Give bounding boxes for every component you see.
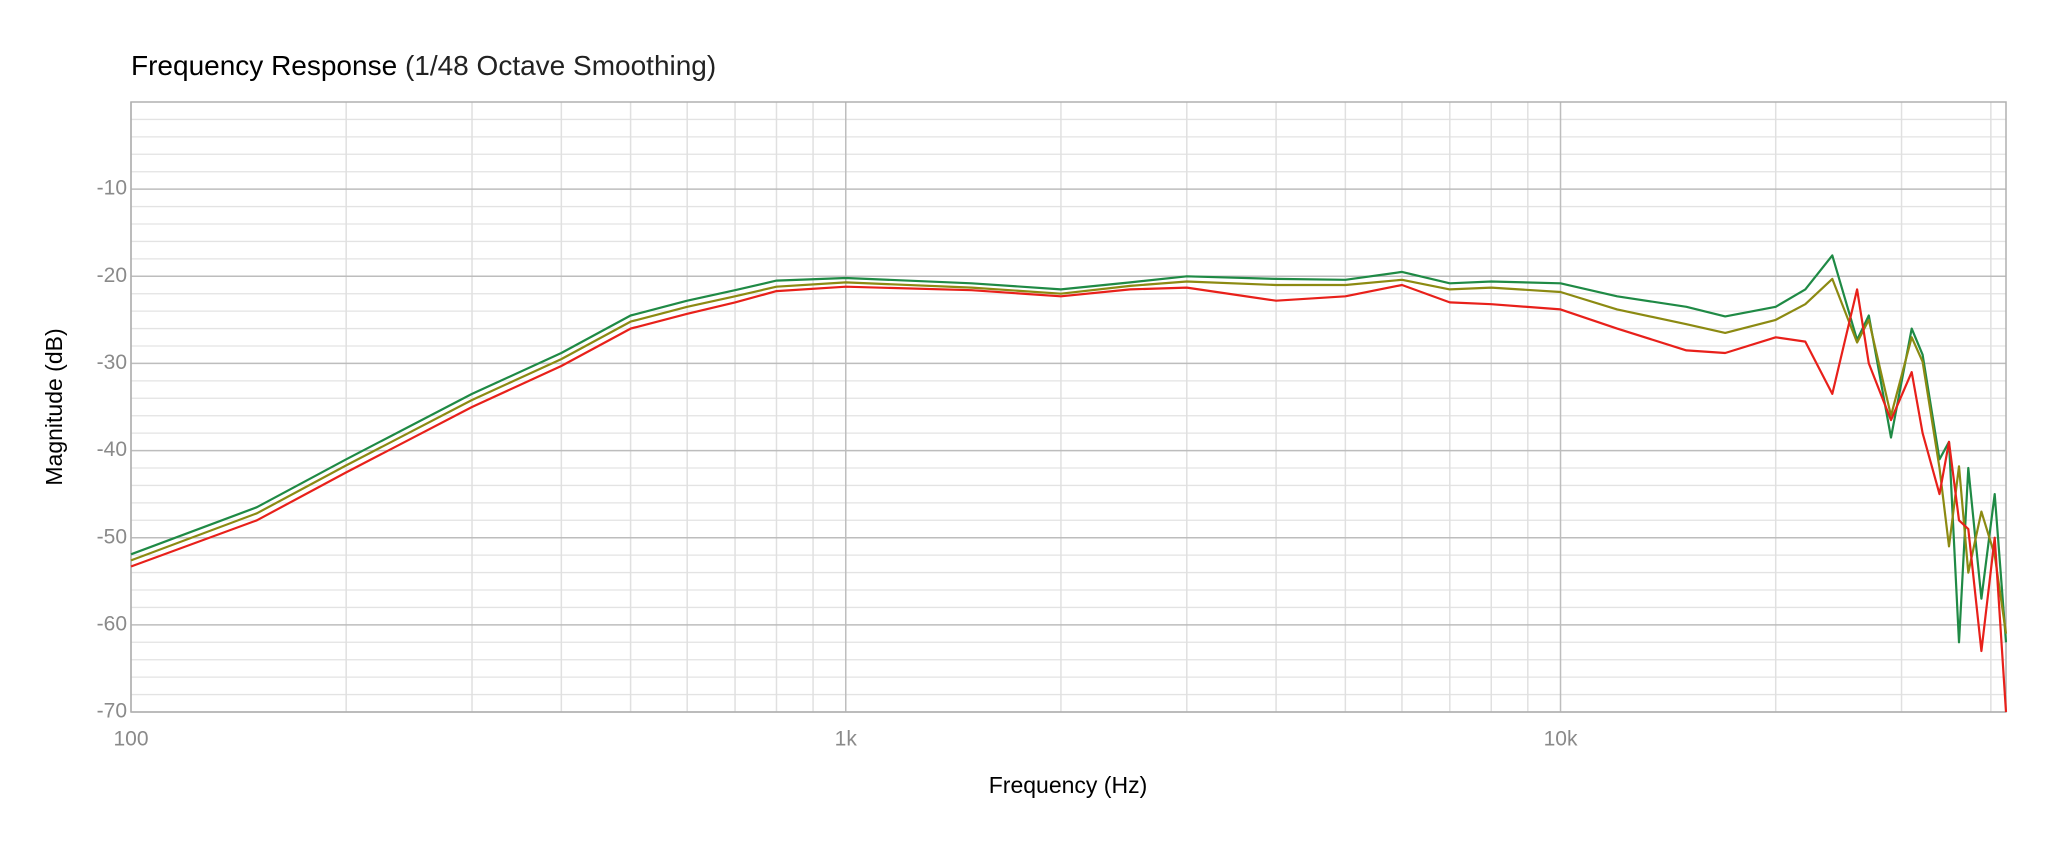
y-tick-label: -50 (97, 525, 127, 548)
x-tick-label: 100 (113, 728, 148, 751)
y-tick-label: -60 (97, 612, 127, 635)
y-tick-label: -20 (97, 264, 127, 287)
y-tick-label: -40 (97, 438, 127, 461)
line-series (130, 254, 2008, 644)
y-tick-label: -30 (97, 351, 127, 374)
y-tick-label: -10 (97, 177, 127, 200)
x-axis-label: Frequency (Hz) (989, 772, 1147, 798)
x-tick-label: 10k (1544, 728, 1578, 751)
line-series (130, 277, 2008, 634)
chart-title: Frequency Response (1/48 Octave Smoothin… (131, 50, 716, 81)
x-tick-label: 1k (835, 728, 858, 751)
plot-frame (130, 101, 2007, 713)
y-tick-label: -70 (97, 700, 127, 723)
line-series (130, 283, 2008, 713)
y-axis-label: Magnitude (dB) (41, 328, 67, 485)
subtitle: (1/48 Octave Smoothing) (405, 50, 716, 81)
title: Frequency Response (131, 50, 397, 81)
